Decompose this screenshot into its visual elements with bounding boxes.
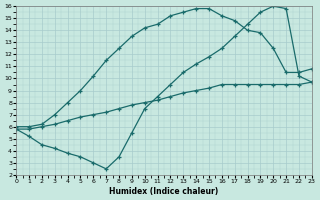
X-axis label: Humidex (Indice chaleur): Humidex (Indice chaleur) — [109, 187, 219, 196]
